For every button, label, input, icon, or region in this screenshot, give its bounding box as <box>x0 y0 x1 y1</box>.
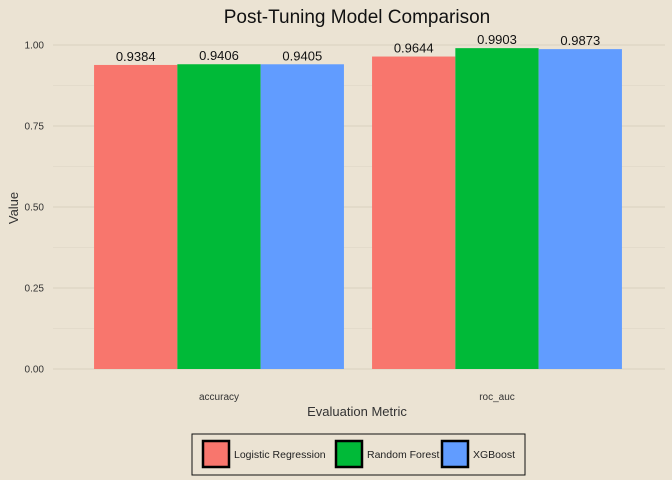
bar-value-label: 0.9384 <box>116 49 156 64</box>
bar <box>177 64 261 369</box>
x-axis-label: Evaluation Metric <box>307 404 407 419</box>
data-labels: 0.9384 0.9406 0.9405 0.9644 0.9903 0.9873 <box>116 32 600 64</box>
bar <box>455 48 539 370</box>
legend-swatch <box>334 439 364 469</box>
legend-swatch <box>201 439 231 469</box>
y-tick-label: 0.00 <box>25 365 45 376</box>
bars <box>94 48 622 370</box>
bar <box>538 49 622 369</box>
bar-value-label: 0.9406 <box>199 48 239 63</box>
x-tick-label: accuracy <box>199 392 239 403</box>
chart-title: Post-Tuning Model Comparison <box>224 7 490 28</box>
y-tick-label: 0.25 <box>25 284 45 295</box>
legend-label: Random Forest <box>367 449 439 461</box>
bar <box>372 56 456 370</box>
y-tick-label: 0.75 <box>25 122 45 133</box>
bar <box>94 64 178 369</box>
bar-value-label: 0.9405 <box>282 48 322 63</box>
legend-swatch <box>440 439 470 469</box>
bar-value-label: 0.9644 <box>394 41 434 56</box>
x-axis-ticks: accuracy roc_auc <box>199 392 515 403</box>
y-axis-ticks: 0.00 0.25 0.50 0.75 1.00 <box>25 41 45 376</box>
y-tick-label: 0.50 <box>25 203 45 214</box>
bar <box>260 64 344 369</box>
y-axis-label: Value <box>6 192 21 224</box>
legend: Logistic Regression Random Forest XGBoost <box>191 433 526 476</box>
legend-box <box>191 433 526 476</box>
legend-label: Logistic Regression <box>234 449 326 461</box>
legend-label: XGBoost <box>473 449 515 461</box>
y-tick-label: 1.00 <box>25 41 45 52</box>
bar-value-label: 0.9873 <box>560 33 600 48</box>
x-tick-label: roc_auc <box>479 392 515 403</box>
bar-value-label: 0.9903 <box>477 32 517 47</box>
